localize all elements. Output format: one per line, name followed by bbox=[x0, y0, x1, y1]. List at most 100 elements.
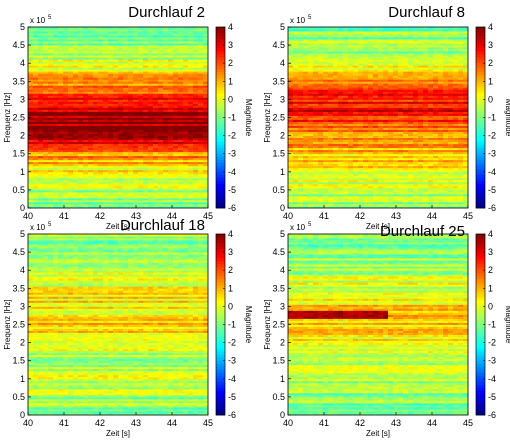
heatmap-cell bbox=[113, 203, 119, 207]
heatmap-cell bbox=[53, 129, 59, 132]
heatmap-cell bbox=[143, 137, 149, 141]
heatmap-cell bbox=[133, 119, 139, 122]
heatmap-cell bbox=[93, 81, 99, 84]
heatmap-cell bbox=[133, 135, 139, 139]
heatmap-cell bbox=[143, 147, 149, 151]
heatmap-cell bbox=[38, 193, 44, 197]
heatmap-cell bbox=[113, 137, 119, 141]
heatmap-cell bbox=[98, 155, 104, 159]
heatmap-cell bbox=[163, 183, 169, 187]
heatmap-cell bbox=[118, 143, 124, 147]
heatmap-cell bbox=[38, 129, 44, 132]
heatmap-cell bbox=[103, 133, 109, 136]
heatmap-cell bbox=[108, 199, 114, 203]
heatmap-cell bbox=[173, 131, 179, 134]
heatmap-cell bbox=[143, 145, 149, 149]
heatmap-cell bbox=[203, 103, 209, 106]
heatmap-cell bbox=[63, 201, 69, 205]
heatmap-cell bbox=[188, 165, 194, 169]
heatmap-cell bbox=[178, 171, 184, 175]
heatmap-cell bbox=[188, 151, 194, 155]
heatmap-cell bbox=[148, 95, 154, 98]
heatmap-cell bbox=[93, 199, 99, 203]
heatmap-cell bbox=[73, 189, 79, 193]
heatmap-cell bbox=[153, 201, 159, 205]
heatmap-cell bbox=[173, 199, 179, 203]
colorbar-step bbox=[216, 105, 225, 109]
heatmap-cell bbox=[68, 87, 74, 90]
heatmap-cell bbox=[133, 107, 139, 110]
heatmap-cell bbox=[33, 175, 39, 179]
heatmap-cell bbox=[63, 205, 69, 209]
heatmap-cell bbox=[63, 199, 69, 203]
heatmap-cell bbox=[178, 199, 184, 203]
heatmap-cell bbox=[178, 131, 184, 134]
heatmap-cell bbox=[203, 195, 209, 199]
heatmap-cell bbox=[73, 143, 79, 147]
heatmap-cell bbox=[78, 113, 84, 116]
heatmap-cell bbox=[63, 111, 69, 114]
heatmap-cell bbox=[128, 139, 134, 143]
heatmap-cell bbox=[63, 203, 69, 207]
heatmap-cell bbox=[173, 149, 179, 153]
heatmap-cell bbox=[123, 115, 129, 118]
heatmap-cell bbox=[123, 193, 129, 197]
heatmap-cell bbox=[93, 105, 99, 108]
heatmap-cell bbox=[153, 113, 159, 116]
heatmap-cell bbox=[43, 81, 49, 84]
heatmap-cell bbox=[78, 95, 84, 98]
heatmap-cell bbox=[78, 135, 84, 139]
heatmap-cell bbox=[33, 93, 39, 96]
heatmap-cell bbox=[33, 187, 39, 191]
heatmap-cell bbox=[53, 179, 59, 183]
heatmap-cell bbox=[78, 169, 84, 173]
heatmap-cell bbox=[198, 179, 204, 183]
heatmap-cell bbox=[148, 153, 154, 157]
heatmap-cell bbox=[108, 191, 114, 195]
heatmap-cell bbox=[38, 91, 44, 94]
heatmap-cell bbox=[193, 89, 199, 92]
heatmap-cell bbox=[163, 107, 169, 110]
heatmap-cell bbox=[183, 129, 189, 132]
heatmap-cell bbox=[143, 121, 149, 124]
heatmap-cell bbox=[53, 203, 59, 207]
colorbar-step bbox=[216, 192, 225, 197]
heatmap-cell bbox=[113, 87, 119, 90]
colorbar-step bbox=[216, 129, 225, 133]
heatmap-cell bbox=[33, 183, 39, 187]
heatmap-cell bbox=[108, 165, 114, 169]
heatmap-cell bbox=[98, 97, 104, 100]
heatmap-cell bbox=[63, 197, 69, 201]
heatmap-cell bbox=[163, 91, 169, 94]
heatmap-cell bbox=[98, 99, 104, 102]
heatmap-cell bbox=[63, 97, 69, 100]
heatmap-cell bbox=[163, 153, 169, 157]
heatmap-cell bbox=[143, 193, 149, 197]
heatmap-cell bbox=[88, 165, 94, 169]
heatmap-cell bbox=[198, 103, 204, 106]
heatmap-cell bbox=[173, 97, 179, 100]
colorbar-tick-label: 3 bbox=[228, 40, 233, 50]
heatmap-cell bbox=[153, 169, 159, 173]
heatmap-cell bbox=[188, 173, 194, 177]
heatmap-cell bbox=[68, 205, 74, 209]
heatmap-cell bbox=[73, 85, 79, 88]
heatmap-cell bbox=[108, 139, 114, 143]
heatmap-cell bbox=[123, 105, 129, 108]
heatmap-cell bbox=[183, 127, 189, 130]
heatmap-cell bbox=[153, 173, 159, 177]
heatmap-cell bbox=[183, 169, 189, 173]
heatmap-cell bbox=[153, 101, 159, 104]
heatmap-cell bbox=[78, 121, 84, 124]
heatmap-cell bbox=[178, 93, 184, 96]
heatmap-cell bbox=[118, 113, 124, 116]
heatmap-cell bbox=[133, 89, 139, 92]
heatmap-cell bbox=[43, 89, 49, 92]
heatmap-cell bbox=[33, 191, 39, 195]
heatmap-cell bbox=[123, 181, 129, 185]
heatmap-cell bbox=[193, 119, 199, 122]
heatmap-cell bbox=[98, 145, 104, 149]
heatmap-cell bbox=[28, 111, 34, 114]
heatmap-cell bbox=[133, 103, 139, 106]
heatmap-cell bbox=[113, 167, 119, 171]
